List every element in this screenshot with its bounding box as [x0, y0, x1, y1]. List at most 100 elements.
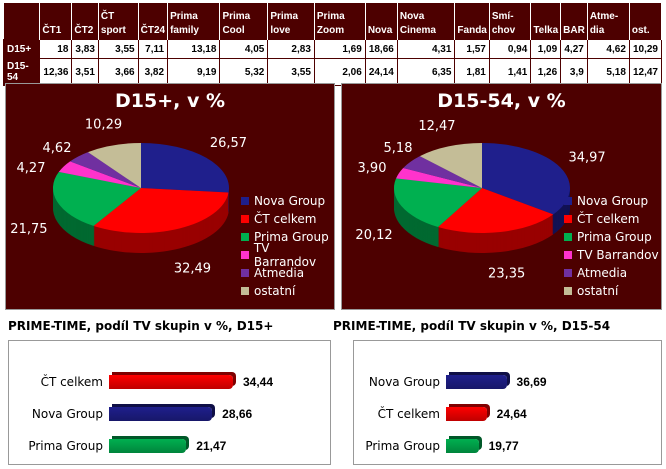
pie-title: D15+, v %: [114, 90, 225, 112]
column-header: ČT24: [138, 3, 169, 40]
pie-slice-prima-group: [394, 178, 482, 227]
legend-item: ostatní: [241, 282, 334, 300]
legend-item: Nova Group: [241, 192, 334, 210]
category-label: ČT celkem: [377, 407, 440, 421]
legend-swatch: [564, 287, 572, 295]
legend-item: Nova Group: [564, 192, 659, 210]
data-label: 28,66: [222, 407, 253, 421]
pie-slice-tv-barrandov: [58, 161, 141, 188]
legend-swatch: [241, 251, 249, 259]
legend-swatch: [564, 215, 572, 223]
table-cell: 7,11: [137, 39, 169, 59]
data-label: 24,64: [496, 407, 527, 421]
table-cell: 3,55: [267, 58, 315, 86]
bar: [446, 407, 487, 421]
legend-item: TV Barrandov: [241, 241, 334, 269]
column-header: ost.: [629, 3, 663, 40]
pie-slice-ostatn-: [419, 143, 482, 188]
data-label: 26,57: [210, 136, 247, 151]
legend-swatch: [241, 233, 249, 241]
bar: [109, 407, 213, 421]
legend-item: Prima Group: [564, 228, 659, 246]
data-label: 4,27: [17, 161, 46, 176]
legend-label: Nova Group: [254, 194, 326, 208]
column-header: Prima love: [267, 3, 315, 40]
category-label: ČT celkem: [40, 375, 103, 389]
table-cell: 1,81: [454, 58, 490, 86]
column-header: [3, 3, 41, 40]
data-label: 20,12: [355, 228, 392, 243]
row-label: D15+: [2, 39, 41, 59]
table-cell: 3,82: [137, 58, 169, 86]
legend-item: TV Barrandov: [564, 246, 659, 264]
bar-chart-d1554: Nova Group 36,69 ČT celkem 24,64 Prima Group…: [353, 340, 662, 465]
column-header: Prima family: [167, 3, 221, 40]
table-row: D15-54 12,36 3,51 3,66 3,82 9,19 5,32 3,55 2,06 2…: [2, 58, 663, 86]
share-table: ČT1 ČT2 ČT sport ČT24 Prima family Prima Cool…: [2, 3, 663, 86]
bar: [109, 439, 187, 453]
table-cell: 5,18: [586, 58, 630, 86]
table-cell: 12,47: [628, 58, 663, 86]
legend-label: ČT celkem: [254, 212, 317, 226]
pie-chart: 26,57 32,49 21,75 4,27 4,62 10,29: [10, 117, 247, 276]
pie-slice-tv-barrandov: [396, 167, 482, 188]
legend-item: ostatní: [564, 282, 659, 300]
pie-title: D15-54, v %: [437, 90, 566, 112]
legend-label: ČT celkem: [577, 212, 640, 226]
data-label: 4,62: [43, 141, 72, 156]
table-cell: 18,66: [364, 39, 398, 59]
pie-legend: Nova Group ČT celkem Prima Group TV Barrand…: [241, 192, 334, 300]
legend-swatch: [241, 287, 249, 295]
legend-label: Prima Group: [577, 230, 652, 244]
legend-swatch: [564, 269, 572, 277]
table-cell: 3,83: [71, 39, 99, 59]
column-header: Prima Cool: [219, 3, 269, 40]
data-label: 19,77: [488, 439, 519, 453]
data-label: 34,44: [242, 375, 273, 389]
bar: [446, 375, 507, 389]
legend-item: Atmedia: [241, 264, 334, 282]
category-label: Nova Group: [368, 375, 440, 389]
column-header: BAR: [560, 3, 588, 40]
table-cell: 9,19: [167, 58, 221, 86]
column-header: Telka: [530, 3, 562, 40]
legend-label: TV Barrandov: [577, 248, 659, 262]
legend-label: Nova Group: [577, 194, 649, 208]
pie-slice-atmedia: [403, 156, 482, 188]
legend-swatch: [564, 197, 572, 205]
table-cell: 1,69: [313, 39, 366, 59]
table-cell: 6,35: [396, 58, 456, 86]
pie-slice--t-celkem: [93, 188, 229, 233]
table-cell: 1,57: [454, 39, 490, 59]
legend-label: TV Barrandov: [253, 241, 317, 269]
data-label: 5,18: [384, 141, 413, 156]
table-cell: 24,14: [364, 58, 398, 86]
legend-swatch: [241, 215, 249, 223]
pie-chart: 34,97 23,35 20,12 3,90 5,18 12,47: [355, 119, 605, 282]
table-cell: 18: [39, 39, 73, 59]
column-header: Nova Cinema: [397, 3, 456, 40]
table-cell: 2,83: [267, 39, 315, 59]
pie-slice-ostatn-: [87, 143, 141, 188]
pie-slice--t-celkem: [438, 188, 554, 233]
table-cell: 3,51: [71, 58, 99, 86]
pie-slice-prima-group: [53, 171, 141, 226]
legend-item: Prima Group: [241, 228, 334, 246]
data-label: 32,49: [174, 261, 211, 276]
category-label: Prima Group: [365, 439, 440, 453]
table-cell: 2,06: [313, 58, 366, 86]
bar-title: PRIME-TIME, podíl TV skupin v %, D15+: [8, 319, 274, 333]
bar: [109, 375, 233, 389]
table-cell: 10,29: [628, 39, 663, 59]
data-label: 34,97: [568, 151, 605, 166]
legend-swatch: [241, 269, 249, 277]
data-label: 36,69: [516, 375, 547, 389]
legend-label: Atmedia: [577, 266, 628, 280]
data-label: 23,35: [488, 267, 525, 282]
column-header: ČT sport: [98, 3, 139, 40]
legend-swatch: [564, 233, 572, 241]
table-cell: 5,32: [219, 58, 269, 86]
legend-item: Atmedia: [564, 264, 659, 282]
legend-label: ostatní: [577, 284, 619, 298]
legend-item: ČT celkem: [564, 210, 659, 228]
